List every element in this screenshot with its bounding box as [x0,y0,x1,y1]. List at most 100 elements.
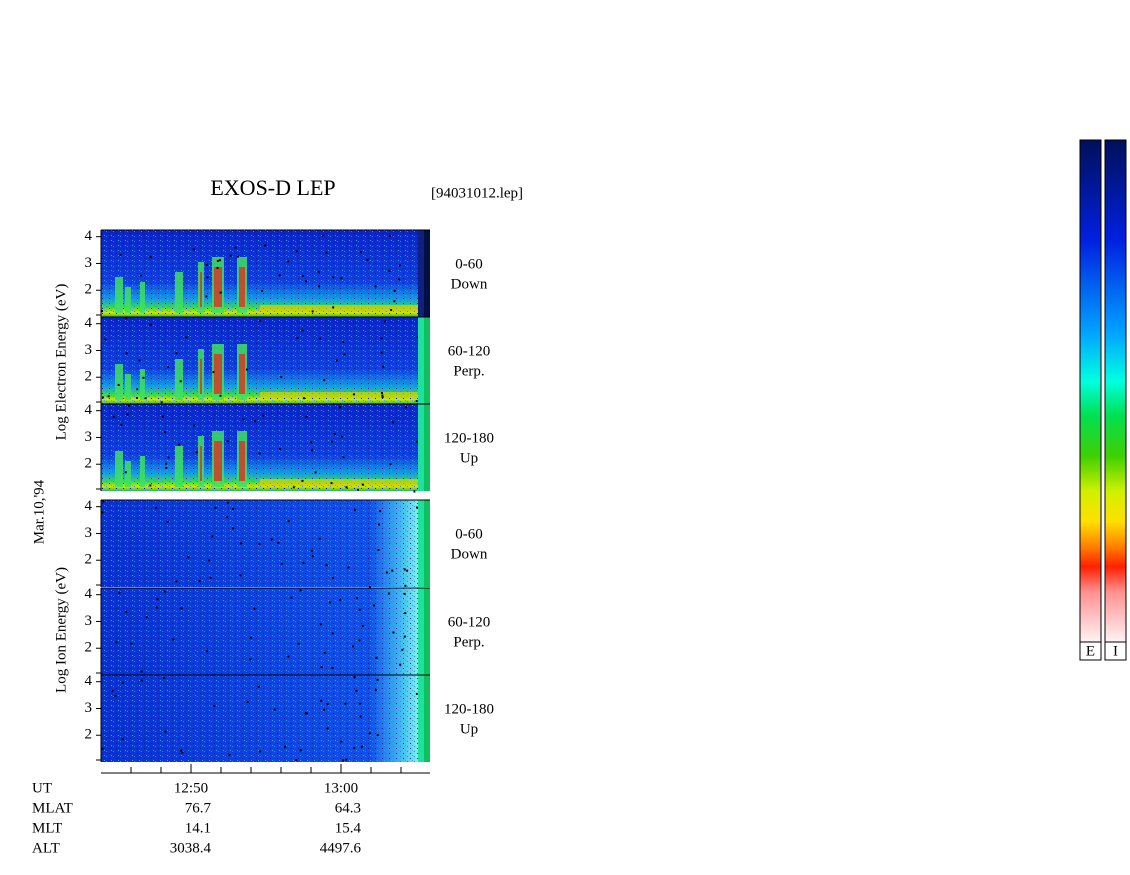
y-tick-label: 3 [85,700,93,716]
panel-edge [424,588,430,675]
ephemeris: UT 12:50 13:00 MLAT 76.7 64.3 MLT 14.1 15.4 ALT 30… [32,780,362,856]
speck [323,651,326,654]
speck [299,589,302,592]
speck [320,699,323,702]
speck [389,463,392,466]
speck [211,535,214,538]
ephemeris-label: ALT [32,840,60,856]
speck [361,483,364,486]
speck [175,352,178,355]
ephemeris-label: UT [32,780,52,796]
speck [273,708,276,711]
speck [101,396,104,399]
speck [404,584,407,587]
speck [342,456,345,459]
speck [287,520,290,523]
speck [320,666,323,669]
speck [162,677,165,680]
speck [258,319,261,322]
burst [115,451,123,487]
burst [175,446,183,487]
speck [358,639,361,642]
speck [368,585,371,588]
speck [306,712,309,715]
speck [322,234,325,237]
speck [212,371,215,374]
speck [216,259,219,262]
ephemeris-value: 64.3 [335,800,361,816]
speck [149,484,152,487]
ephemeris-value: 4497.6 [320,840,362,856]
speck [172,638,175,641]
panel-edge [424,675,430,762]
speck [416,440,419,443]
panel-direction: Perp. [453,634,484,650]
speck [381,394,384,397]
edge-strip [418,500,424,587]
y-tick-label: 3 [85,255,93,271]
speck [295,250,298,253]
plots: 4 3 2 0-60 Down 4 3 2 60-120 Perp. 4 3 2 120-180 Up 4 3 2… [85,228,494,762]
speck [357,488,360,491]
speck [392,421,395,424]
speck [377,549,380,552]
y-tick-label: 3 [85,342,93,358]
speck [416,336,419,339]
speck [380,391,383,394]
speck [219,259,222,262]
speck [295,758,298,761]
panel-direction: Down [451,546,488,562]
speck [389,234,392,237]
speck [232,507,235,510]
speck [142,376,145,379]
speck [332,306,335,309]
speck [114,695,117,698]
burst-core [214,354,222,394]
speck [401,648,404,651]
speck [229,254,232,257]
speck [125,610,128,613]
edge-strip [418,675,424,762]
y-tick-label: 3 [85,525,93,541]
speck [178,443,181,446]
y-tick-label: 2 [85,369,93,385]
speck [228,754,231,757]
speck [219,394,222,397]
panel-angle: 0-60 [455,526,483,542]
speck [239,542,242,545]
speck [376,734,379,737]
panel-edge [424,404,430,491]
panel-direction: Perp. [453,363,484,379]
speck [359,715,362,718]
speck [258,543,261,546]
speck [101,310,104,313]
edge-strip [418,317,424,404]
speck [325,564,328,567]
speck [345,758,348,761]
panel-angle: 0-60 [455,256,483,272]
speck [335,359,338,362]
panel-direction: Up [460,450,478,466]
speck [287,260,290,263]
speck [399,663,402,666]
speck [314,471,317,474]
speck [115,641,118,644]
speck [304,712,307,715]
speck [404,406,407,409]
speck [193,424,196,427]
speck [406,569,409,572]
y-tick-label: 2 [85,727,93,743]
speck [124,471,127,474]
colorbar [1079,139,1102,643]
speck [144,397,147,400]
speck [391,569,394,572]
speck [213,704,216,707]
speck [149,255,152,258]
y-tick-label: 2 [85,640,93,656]
speck [242,418,245,421]
y-tick-label: 4 [85,498,93,514]
speck [299,749,302,752]
speck [138,359,141,362]
